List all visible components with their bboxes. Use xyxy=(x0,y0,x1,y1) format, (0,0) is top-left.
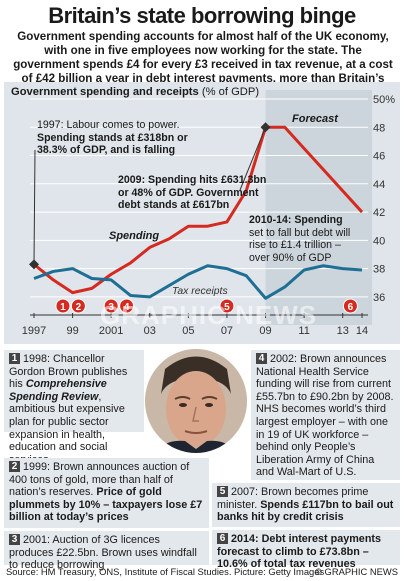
panel-1998-review: Comprehensive Spending Review xyxy=(9,378,107,403)
annotation-2010-line4: over 90% of GDP xyxy=(249,251,332,264)
panel-1999-bold: Price of gold plummets by 10% – taxpayer… xyxy=(9,486,203,524)
panel-2007-text: 2007: Brown becomes prime minister. xyxy=(217,486,369,511)
annotation-2010-line3: rise to £1.4 trillion – xyxy=(249,239,341,251)
chart-title: Government spending and receipts (% of G… xyxy=(11,86,259,98)
forecast-label: Forecast xyxy=(292,113,338,125)
panel-2002-number: 4 xyxy=(256,353,267,364)
portrait-illustration xyxy=(145,349,247,453)
panel-2007-bold: Spends £117bn to bail out banks hit by c… xyxy=(217,498,394,524)
source-note: Source: HM Treasury, ONS, Institute of F… xyxy=(6,566,325,577)
panel-1998-text1: Chancellor Gordon Brown publishes his xyxy=(9,353,128,391)
portrait-image xyxy=(145,349,247,453)
panel-1998: 1 1998: Chancellor Gordon Brown publishes… xyxy=(4,350,144,466)
panel-1998-number: 1 xyxy=(9,353,20,364)
chart-watermark: GRAPHIC NEWS xyxy=(100,300,318,330)
annotation-2009: 2009: Spending hits £631.3bn or 48% of G… xyxy=(118,174,266,212)
page-title: Britain’s state borrowing binge xyxy=(48,3,356,28)
annotation-2010-line1: 2010-14: Spending xyxy=(249,214,343,226)
chart-title-unit: (% of GDP) xyxy=(201,86,260,98)
chart-title-main: Government spending and receipts xyxy=(11,86,199,98)
panel-2002: 4 2002: Brown announces National Health S… xyxy=(251,350,400,480)
panel-1999-number: 2 xyxy=(9,461,20,472)
panel-2007-number: 5 xyxy=(217,486,228,497)
annotation-1997-line1: 1997: Labour comes to power. xyxy=(37,119,180,131)
panel-2014-bold: 2014: Debt interest payments forecast to… xyxy=(217,533,382,571)
annotation-2010-14: 2010-14: Spending set to fall but debt w… xyxy=(249,214,350,264)
panel-2002-text: 2002: Brown announces National Health Se… xyxy=(256,353,394,479)
credit-note: © GRAPHIC NEWS xyxy=(315,566,398,577)
annotation-2009-line2: or 48% of GDP. Government xyxy=(118,186,259,199)
panel-2001-number: 3 xyxy=(9,534,20,545)
spending-series-label: Spending xyxy=(109,230,160,242)
panel-2014: 6 2014: Debt interest payments forecast t… xyxy=(212,530,400,570)
panel-1999-text: 1999: Brown announces auction of 400 ton… xyxy=(9,461,190,499)
panel-1998-head: 1998: xyxy=(23,353,51,365)
panel-2001: 3 2001: Auction of 3G licences produces £… xyxy=(4,531,209,571)
annotation-2010-line2: set to fall but debt will xyxy=(249,226,351,239)
annotation-2009-line1: 2009: Spending hits £631.3bn xyxy=(118,174,267,186)
receipts-series-label: Tax receipts xyxy=(172,286,228,297)
annotation-1997: 1997: Labour comes to power. Spending st… xyxy=(37,119,188,157)
panel-1999: 2 1999: Brown announces auction of 400 to… xyxy=(4,458,209,528)
panel-2001-text: 2001: Auction of 3G licences produces £2… xyxy=(9,534,197,572)
annotation-1997-line2: Spending stands at £318bn or xyxy=(37,131,188,144)
panel-2007: 5 2007: Brown becomes prime minister. Spe… xyxy=(212,483,400,527)
annotation-1997-line3: 38.3% of GDP, and is falling xyxy=(37,144,176,156)
panel-2014-number: 6 xyxy=(217,533,228,544)
intro-text: Government spending accounts for almost … xyxy=(13,30,393,99)
annotation-2009-line3: debt stands at £617bn xyxy=(118,199,230,211)
